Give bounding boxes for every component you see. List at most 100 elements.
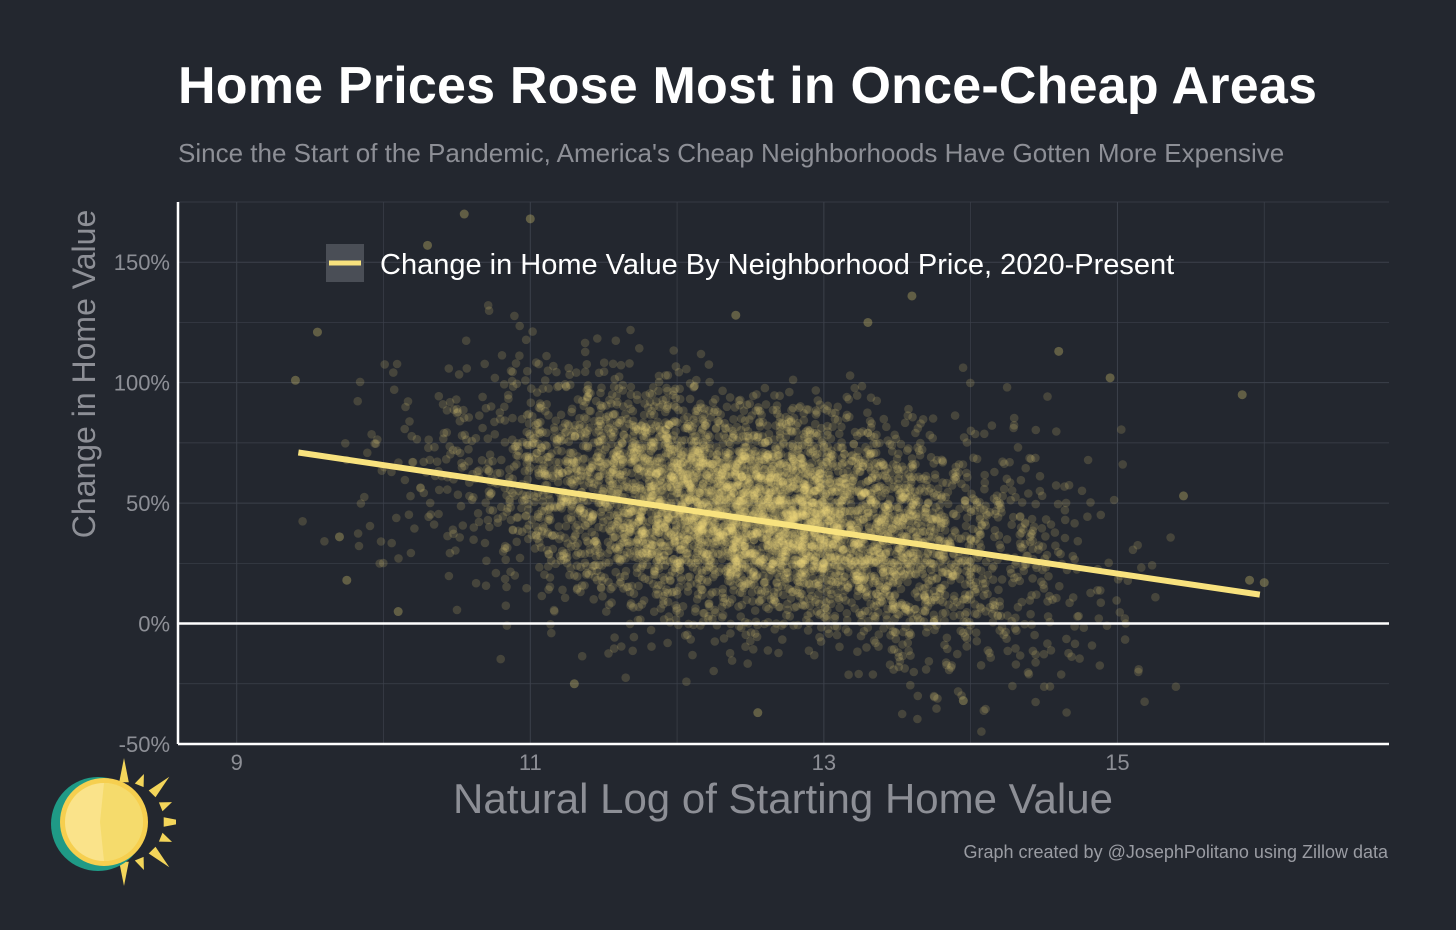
scatter-point: [858, 427, 868, 436]
scatter-point: [904, 631, 914, 640]
scatter-point: [739, 495, 748, 505]
scatter-point: [904, 525, 914, 535]
scatter-point: [963, 472, 972, 482]
scatter-point: [480, 359, 490, 369]
scatter-point: [1008, 578, 1017, 588]
scatter-point: [320, 537, 329, 546]
scatter-point: [380, 360, 390, 369]
scatter-point: [444, 364, 454, 373]
scatter-point: [1002, 383, 1012, 392]
scatter-point: [809, 556, 818, 566]
scatter-point: [567, 502, 576, 511]
scatter-point: [618, 530, 628, 539]
scatter-point: [856, 610, 865, 620]
scatter-point: [921, 504, 931, 513]
scatter-point: [960, 500, 970, 509]
scatter-point: [743, 481, 753, 491]
scatter-point: [602, 401, 611, 410]
scatter-point: [704, 360, 714, 369]
scatter-point: [1011, 660, 1021, 669]
scatter-point: [548, 473, 558, 483]
scatter-point: [1015, 530, 1025, 539]
scatter-point: [676, 441, 686, 451]
scatter-point: [353, 529, 363, 538]
scatter-point: [976, 530, 986, 539]
scatter-point: [878, 461, 888, 470]
scatter-point: [654, 371, 664, 381]
scatter-point: [699, 487, 708, 497]
scatter-point: [663, 526, 672, 536]
scatter-point: [909, 472, 918, 482]
scatter-point: [452, 395, 461, 404]
scatter-point: [894, 521, 903, 531]
scatter-point: [1000, 459, 1009, 469]
scatter-point: [365, 521, 375, 531]
scatter-point: [736, 414, 746, 423]
scatter-point: [820, 613, 829, 622]
scatter-point: [740, 466, 749, 475]
scatter-point: [840, 483, 850, 493]
scatter-point: [732, 422, 742, 432]
scatter-point: [679, 406, 688, 416]
scatter-point: [612, 400, 622, 409]
scatter-point: [995, 626, 1004, 635]
scatter-point: [842, 392, 852, 402]
scatter-point: [872, 396, 882, 406]
scatter-point: [893, 578, 902, 588]
scatter-point: [820, 481, 829, 490]
scatter-point: [1016, 475, 1026, 485]
scatter-point: [697, 520, 707, 530]
scatter-point: [499, 380, 509, 389]
scatter-point: [565, 570, 574, 580]
scatter-point: [880, 587, 890, 596]
scatter-point: [976, 661, 986, 670]
scatter-point: [743, 659, 752, 668]
scatter-point: [772, 499, 781, 509]
scatter-point: [690, 445, 700, 455]
scatter-point: [725, 598, 735, 607]
scatter-point: [811, 595, 820, 604]
scatter-point: [778, 496, 788, 506]
scatter-point: [708, 523, 717, 532]
scatter-point: [675, 384, 684, 394]
scatter-point: [566, 513, 576, 522]
scatter-point: [971, 578, 981, 587]
scatter-point: [491, 568, 501, 578]
scatter-point: [804, 447, 813, 456]
scatter-point: [820, 404, 829, 414]
scatter-point: [512, 513, 522, 522]
scatter-point: [844, 583, 853, 592]
scatter-point: [671, 402, 681, 412]
scatter-point: [827, 497, 836, 506]
scatter-point: [722, 600, 732, 609]
scatter-point: [926, 514, 936, 523]
scatter-point: [1051, 481, 1061, 490]
scatter-point: [953, 687, 963, 696]
scatter-point: [959, 433, 969, 442]
scatter-point: [629, 427, 639, 436]
scatter-point: [751, 464, 761, 473]
scatter-point: [770, 625, 779, 634]
scatter-point: [862, 643, 871, 652]
scatter-point: [554, 471, 564, 481]
scatter-point: [444, 571, 454, 581]
scatter-point: [787, 406, 796, 415]
scatter-point: [774, 648, 783, 658]
scatter-point: [536, 417, 545, 427]
scatter-point: [877, 554, 887, 564]
scatter-point: [732, 467, 741, 476]
scatter-point: [555, 534, 564, 544]
scatter-point: [392, 359, 402, 369]
scatter-point: [478, 423, 487, 433]
scatter-point: [928, 508, 937, 517]
scatter-point: [1052, 427, 1061, 436]
scatter-point: [1087, 641, 1097, 650]
scatter-point: [740, 581, 749, 590]
scatter-point: [840, 572, 850, 581]
scatter-point: [835, 429, 844, 439]
scatter-point: [1147, 561, 1157, 570]
scatter-point: [589, 595, 598, 604]
scatter-point: [902, 446, 912, 455]
scatter-point: [1060, 533, 1070, 543]
